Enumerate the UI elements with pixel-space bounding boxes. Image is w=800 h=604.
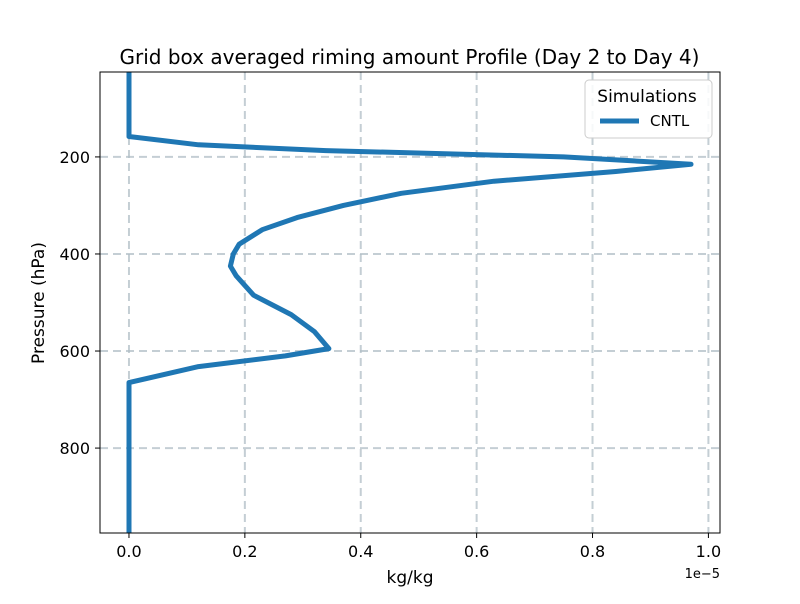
x-tick-label: 0.8 [580, 542, 605, 561]
legend-entry-cntl: CNTL [650, 112, 690, 130]
series-layer [126, 72, 694, 533]
x-axis: 0.0 0.2 0.4 0.6 0.8 1.0 [116, 533, 721, 561]
plot-area [100, 72, 720, 533]
x-tick-label: 1.0 [696, 542, 721, 561]
x-tick-label: 0.6 [464, 542, 489, 561]
plot-frame [99, 71, 721, 534]
y-tick-label: 600 [59, 342, 90, 361]
chart-title: Grid box averaged riming amount Profile … [120, 45, 700, 69]
y-axis: 200 400 600 800 [59, 148, 100, 458]
x-axis-label: kg/kg [387, 568, 434, 588]
y-axis-label: Pressure (hPa) [29, 242, 49, 364]
x-tick-label: 0.4 [348, 542, 373, 561]
x-tick-label: 0.2 [232, 542, 257, 561]
x-offset-label: 1e−5 [685, 567, 720, 582]
y-tick-label: 400 [59, 245, 90, 264]
y-tick-label: 200 [59, 148, 90, 167]
x-tick-label: 0.0 [116, 542, 141, 561]
series-line-cntl [126, 72, 694, 533]
legend-title: Simulations [597, 87, 697, 107]
y-tick-label: 800 [59, 439, 90, 458]
legend: Simulations CNTL [584, 79, 713, 139]
